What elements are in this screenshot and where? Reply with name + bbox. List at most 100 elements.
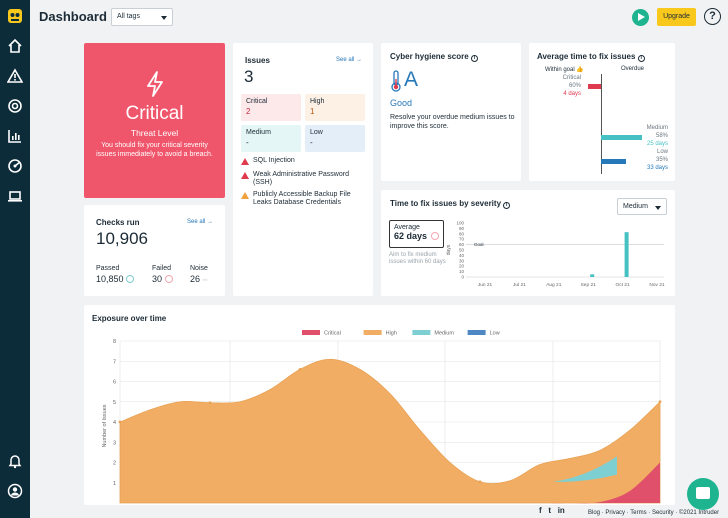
exposure-chart: Critical High Medium Low Number of Issues 1 2 3… bbox=[102, 330, 662, 504]
page-title: Dashboard bbox=[39, 9, 107, 24]
issues-title: Issues bbox=[245, 56, 270, 65]
facebook-icon[interactable]: f bbox=[539, 506, 542, 515]
copyright: ©2021 Intruder bbox=[678, 510, 720, 516]
y-tick-label: 90 bbox=[459, 226, 465, 231]
avg-fix-bar bbox=[588, 84, 601, 89]
cross-circle-icon bbox=[164, 275, 173, 283]
linkedin-icon[interactable]: in bbox=[557, 506, 565, 515]
home-icon[interactable] bbox=[7, 38, 23, 54]
issue-item[interactable]: Publicly Accessible Backup File Leaks Da… bbox=[241, 191, 366, 207]
issue-item[interactable]: Weak Administrative Password (SSH) bbox=[241, 171, 366, 187]
footer-link-privacy[interactable]: Privacy bbox=[605, 510, 626, 516]
critical-area bbox=[540, 462, 660, 504]
severity-high-box[interactable]: High 1 bbox=[305, 94, 365, 121]
footer-link-blog[interactable]: Blog bbox=[588, 510, 601, 516]
help-button[interactable]: ? bbox=[704, 8, 721, 25]
y-tick-label: 80 bbox=[459, 231, 465, 236]
legend-item-critical: Critical bbox=[302, 330, 341, 337]
y-tick-label: 8 bbox=[113, 339, 116, 345]
ttf-note: Aim to fix medium issues within 60 days bbox=[389, 252, 446, 265]
average-label: Average bbox=[394, 224, 420, 231]
legend-swatch bbox=[363, 330, 382, 335]
ttf-title: Time to fix issues by severity i bbox=[390, 199, 511, 209]
data-point bbox=[658, 400, 662, 404]
overdue-circle-icon bbox=[431, 232, 439, 240]
y-tick-label: 30 bbox=[459, 258, 465, 263]
severity-select[interactable]: Medium bbox=[617, 198, 667, 215]
social-icons: f t in bbox=[539, 506, 565, 515]
data-point bbox=[118, 420, 122, 424]
avg-fix-row-label: Low 35% 33 days bbox=[646, 149, 668, 171]
goal-label: Goal bbox=[474, 242, 484, 247]
issues-count: 3 bbox=[244, 67, 254, 86]
overdue-label: Overdue bbox=[621, 66, 645, 72]
bell-icon[interactable] bbox=[7, 453, 23, 469]
chart-icon[interactable] bbox=[7, 128, 23, 144]
y-tick-label: 0 bbox=[461, 275, 464, 280]
tags-select[interactable]: All tags bbox=[111, 8, 173, 26]
warning-icon[interactable] bbox=[7, 68, 23, 84]
intruder-logo-icon[interactable] bbox=[7, 8, 23, 24]
severity-low-box[interactable]: Low - bbox=[305, 125, 365, 152]
issues-see-all-link[interactable]: See all → bbox=[336, 57, 363, 63]
info-icon: i bbox=[637, 55, 645, 62]
failed-label: Failed bbox=[152, 265, 172, 272]
legend-label: Medium bbox=[434, 331, 454, 337]
play-video-button[interactable] bbox=[632, 9, 649, 26]
upgrade-button[interactable]: Upgrade bbox=[657, 8, 696, 26]
goal-divider bbox=[601, 74, 602, 174]
issue-item[interactable]: SQL Injection bbox=[241, 157, 366, 165]
radar-icon[interactable] bbox=[7, 158, 23, 174]
legend-label: High bbox=[386, 331, 397, 337]
hygiene-title: Cyber hygiene score i bbox=[390, 52, 478, 62]
medium-area bbox=[553, 456, 617, 482]
x-tick-label: Oct 21 bbox=[616, 282, 630, 288]
noise-icon: ◦◦ bbox=[202, 277, 208, 284]
user-icon[interactable] bbox=[7, 483, 23, 499]
severity-medium-box[interactable]: Medium - bbox=[241, 125, 301, 152]
checks-title: Checks run bbox=[96, 218, 140, 227]
chevron-down-icon bbox=[655, 206, 661, 210]
footer-link-terms[interactable]: Terms bbox=[630, 510, 647, 516]
y-tick-label: 1 bbox=[113, 481, 116, 487]
critical-warning-icon bbox=[241, 172, 249, 179]
avg-time-to-fix-card bbox=[529, 43, 675, 181]
check-circle-icon bbox=[126, 275, 135, 283]
twitter-icon[interactable]: t bbox=[548, 506, 552, 515]
info-icon: i bbox=[470, 55, 478, 62]
y-tick-label: 50 bbox=[459, 248, 465, 253]
critical-warning-icon bbox=[241, 158, 249, 165]
target-icon[interactable] bbox=[7, 98, 23, 114]
checks-see-all-link[interactable]: See all → bbox=[187, 219, 214, 225]
average-box: Average 62 days bbox=[389, 220, 444, 248]
noise-label: Noise bbox=[190, 265, 208, 272]
x-tick-label: Sep 21 bbox=[581, 282, 597, 288]
within-goal-label: Within goal 👍 bbox=[545, 67, 584, 73]
legend-label: Critical bbox=[324, 331, 341, 337]
avg-fix-row-label: Medium 58% 25 days bbox=[646, 125, 668, 147]
threat-level-value: Critical bbox=[125, 103, 184, 124]
footer-link-security[interactable]: Security bbox=[651, 510, 674, 516]
chat-button[interactable] bbox=[687, 478, 719, 510]
chevron-down-icon bbox=[161, 16, 167, 20]
avg-fix-bar bbox=[601, 159, 626, 164]
hygiene-rating: Good bbox=[390, 98, 413, 108]
y-tick-label: 100 bbox=[456, 221, 464, 226]
y-tick-label: 3 bbox=[113, 440, 116, 446]
high-area bbox=[119, 358, 661, 504]
x-tick-label: Jun 21 bbox=[478, 282, 493, 288]
severity-critical-box[interactable]: Critical 2 bbox=[241, 94, 301, 121]
high-warning-icon bbox=[241, 192, 249, 199]
laptop-icon[interactable] bbox=[7, 188, 23, 204]
legend-swatch bbox=[412, 330, 431, 335]
sidebar bbox=[0, 0, 30, 518]
y-axis-label: Number of Issues bbox=[102, 404, 108, 447]
hygiene-note: Resolve your overdue medium issues to im… bbox=[390, 114, 515, 130]
x-tick-label: Nov 21 bbox=[649, 282, 665, 288]
tags-select-value: All tags bbox=[117, 13, 140, 20]
issues-card bbox=[233, 43, 373, 296]
y-tick-label: 4 bbox=[113, 420, 116, 426]
thermometer-icon bbox=[391, 70, 401, 92]
y-tick-label: 6 bbox=[113, 380, 116, 386]
average-value: 62 days bbox=[394, 231, 428, 241]
